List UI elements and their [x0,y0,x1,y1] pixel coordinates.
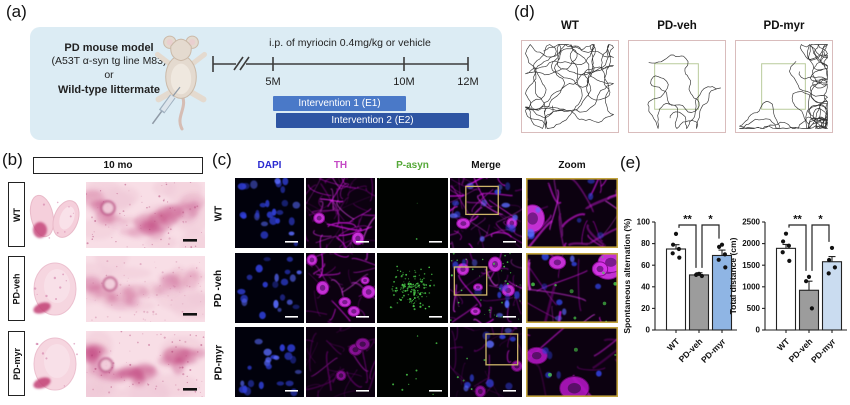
fluor-row-label-pdveh: PD -veh [206,253,232,323]
group-title-wt: WT [561,20,579,32]
group-title-pdveh: PD-veh [657,20,697,32]
channel-header-pasyn: P-asyn [396,160,429,171]
svg-text:**: ** [683,214,692,226]
intervention-2-bar: Intervention 2 (E2) [276,113,469,128]
openfield-box-pdveh [628,40,726,133]
histology-row-label-pdmyr: PD-myr [8,331,25,396]
histology-row-label-wt: WT [8,182,25,247]
tick-10m: 10M [393,76,414,88]
brain-section-pdveh [33,262,77,316]
svg-text:80: 80 [641,239,650,248]
svg-text:40: 40 [641,282,650,291]
tick-5m: 5M [265,76,280,88]
openfield-group-pdveh: PD-veh [628,20,726,133]
openfield-trace-pdveh [647,54,721,129]
study-design-panel: PD mouse model (A53T α-syn tg line M83) … [30,27,502,140]
svg-text:WT: WT [775,336,792,353]
panel-b-label: (b) [2,150,23,169]
panel-a-label: (a) [6,2,27,21]
timeline-axis [212,56,469,72]
fluor-cell-wt-pasyn [377,178,448,248]
timeline-title: i.p. of myriocin 0.4mg/kg or vehicle [269,37,431,49]
histology-zoom-pdveh [86,256,205,322]
brain-section-pdmyr [33,337,78,391]
histology-zoom-wt [86,182,205,248]
mouse-model-text: PD mouse model (A53T α-syn tg line M83) … [34,41,184,97]
tick-12m: 12M [457,76,478,88]
fluor-cell-wt-dapi [235,178,304,248]
or-text: or [104,68,114,81]
fluor-cell-pdveh-zoom [526,253,618,323]
fluor-cell-pdveh-merge [450,253,522,323]
channel-header-zoom: Zoom [558,160,586,171]
svg-text:2500: 2500 [742,218,760,227]
channel-header-merge: Merge [471,160,501,171]
svg-text:PD-myr: PD-myr [809,336,838,365]
svg-text:*: * [818,214,823,226]
histology-zoom-pdmyr [86,331,205,397]
svg-text:WT: WT [665,336,682,353]
row-label-text: WT [213,205,225,221]
svg-text:**: ** [793,214,802,226]
svg-text:0: 0 [646,326,651,335]
fluor-row-label-pdmyr: PD-myr [206,327,232,397]
spontaneous-alternation-chart: 0 20 40 60 80 100 Spontaneous alternation (%) W… [622,214,737,365]
fluor-cell-pdveh-dapi [235,253,304,323]
row-label-text: PD-myr [11,347,22,380]
fluor-cell-wt-th [306,178,375,248]
svg-text:*: * [708,214,713,226]
openfield-trace-pdmyr [739,44,828,129]
fluor-row-label-wt: WT [206,178,232,248]
fluor-cell-wt-zoom [526,178,618,248]
panel-c-label: (c) [212,150,232,169]
histology-row-label-pdveh: PD-veh [8,256,25,321]
fluor-cell-pdveh-pasyn [377,253,448,323]
row-label-text: WT [11,207,22,222]
total-distance-chart: 0 500 1000 1500 2000 2500 Total distance (cm) W… [728,214,847,365]
intervention-1-bar: Intervention 1 (E1) [273,96,406,111]
panel-d-label: (d) [514,2,535,21]
fluor-cell-pdveh-th [306,253,375,323]
openfield-trace-wt [525,44,614,129]
fluor-cell-pdmyr-pasyn [377,327,448,397]
svg-text:Spontaneous alternation (%): Spontaneous alternation (%) [622,218,632,333]
row-label-text: PD-myr [213,344,225,380]
pd-model-subtitle: (A53T α-syn tg line M83) [51,55,167,68]
svg-text:20: 20 [641,304,650,313]
channel-header-dapi: DAPI [257,160,282,171]
fluor-cell-pdmyr-th [306,327,375,397]
openfield-group-pdmyr: PD-myr [735,20,833,133]
mouse-illustration-icon [151,35,208,131]
svg-text:Total distance (cm): Total distance (cm) [728,237,738,314]
svg-text:1500: 1500 [742,261,760,270]
group-title-pdmyr: PD-myr [763,20,805,32]
brain-section-wt [29,194,80,239]
openfield-box-pdmyr [735,40,833,133]
openfield-group-wt: WT [521,20,619,133]
svg-text:2000: 2000 [742,239,760,248]
pd-model-title: PD mouse model [64,42,154,54]
row-label-text: PD -veh [213,269,225,307]
svg-text:100: 100 [637,218,651,227]
channel-header-th: TH [333,160,348,171]
openfield-box-wt [521,40,619,133]
panel-e-label: (e) [620,153,641,172]
fluor-cell-wt-merge [450,178,522,248]
wildtype-text: Wild-type littermate [58,83,160,96]
svg-text:1000: 1000 [742,282,760,291]
fluor-cell-pdmyr-merge [450,327,522,397]
svg-text:500: 500 [747,304,761,313]
svg-text:0: 0 [756,326,761,335]
row-label-text: PD-veh [11,272,22,305]
svg-text:60: 60 [641,261,650,270]
timeline: i.p. of myriocin 0.4mg/kg or vehicle 5M … [212,37,479,88]
age-header: 10 mo [33,157,203,174]
fluor-cell-pdmyr-zoom [526,327,618,397]
fluor-cell-pdmyr-dapi [235,327,304,397]
